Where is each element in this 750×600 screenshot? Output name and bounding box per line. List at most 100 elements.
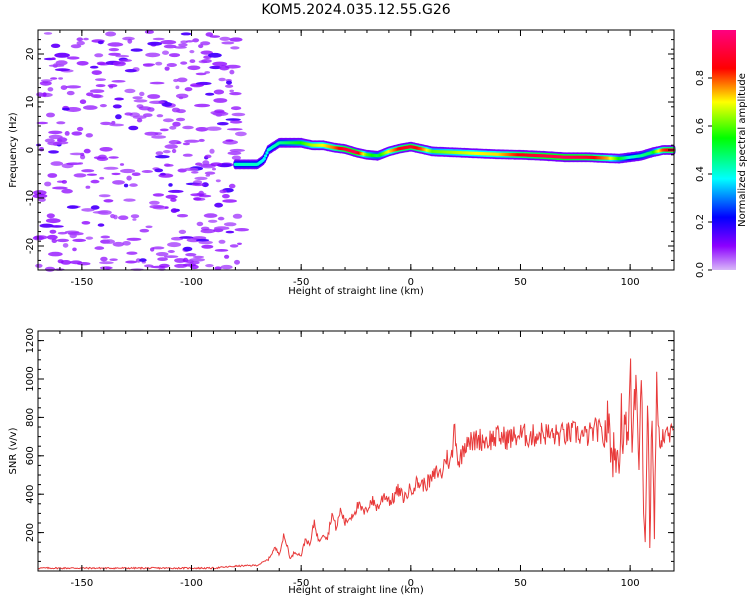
noise-blob [160,40,177,45]
noise-blob [159,263,170,268]
noise-blob [66,162,82,165]
noise-blob [230,106,242,111]
noise-blob [46,213,55,219]
noise-blob [225,230,235,234]
noise-blob [96,156,109,161]
noise-blob [144,131,159,136]
noise-blob [85,185,91,189]
noise-blob [184,87,193,92]
noise-blob [204,154,212,159]
noise-blob [205,126,222,131]
noise-blob [209,35,221,38]
snr-xlabel: Height of straight line (km) [288,585,424,596]
y-tick-label: 800 [25,408,36,427]
noise-blob [195,72,207,76]
noise-blob [95,84,106,88]
noise-blob [180,32,192,36]
noise-blob [163,255,179,258]
noise-blob [190,84,204,87]
noise-blob [107,42,124,47]
noise-blob [40,79,53,82]
noise-blob [48,130,63,135]
noise-blob [97,223,105,227]
x-tick-label: -50 [293,578,309,589]
noise-blob [218,239,226,244]
noise-blob [94,78,107,81]
noise-blob [213,89,225,95]
noise-blob [229,148,245,152]
noise-blob [36,92,44,97]
noise-blob [44,138,55,143]
noise-blob [51,57,56,60]
y-tick-label: 400 [25,485,36,504]
noise-blob [149,200,160,205]
noise-blob [227,151,242,156]
noise-blob [168,183,173,187]
noise-blob [58,77,63,80]
noise-blob [154,168,164,173]
noise-blob [205,92,215,96]
ridge-core [262,157,266,161]
noise-blob [49,229,57,234]
noise-blob [212,167,216,171]
noise-blob [179,236,194,239]
noise-blob [139,228,150,233]
noise-blob [214,266,222,271]
noise-blob [123,198,136,202]
noise-blob [198,164,214,167]
noise-blob [141,170,153,173]
noise-blob [150,247,155,252]
noise-blob [124,69,137,73]
noise-blob [112,241,125,247]
noise-blob [218,77,226,82]
noise-blob [192,38,200,43]
noise-blob [46,234,58,240]
noise-blob [164,164,174,167]
y-tick-label: 0 [25,147,36,153]
x-tick-label: -100 [180,578,203,589]
noise-blob [60,85,68,90]
noise-blob [201,59,212,63]
x-tick-label: -50 [293,277,309,288]
noise-blob [66,205,79,209]
noise-blob [55,60,68,66]
y-tick-label: 20 [25,48,36,61]
noise-blob [198,240,213,245]
noise-blob [65,107,82,112]
noise-blob [99,261,114,265]
noise-blob [94,53,104,58]
noise-blob [71,131,83,136]
noise-blob [186,238,202,243]
noise-blob [90,205,100,210]
noise-blob [118,215,129,220]
noise-blob [209,148,215,154]
noise-blob [149,81,165,85]
noise-blob [60,260,72,265]
noise-blob [155,252,169,257]
noise-blob [201,182,209,188]
spectrogram-cells [32,30,676,272]
noise-blob [212,61,228,67]
noise-blob [200,228,216,234]
noise-blob [76,61,89,66]
noise-blob [122,36,135,41]
noise-blob [39,147,44,152]
noise-blob [77,162,84,165]
noise-blob [94,246,105,250]
noise-blob [235,131,247,137]
noise-blob [47,87,54,92]
noise-blob [147,94,161,99]
noise-blob [108,48,120,52]
noise-blob [196,221,204,227]
x-tick-label: 0 [408,578,414,589]
noise-blob [200,50,213,55]
noise-blob [156,114,164,118]
noise-blob [191,171,199,174]
noise-blob [51,238,58,243]
noise-blob [131,172,141,176]
noise-blob [132,218,137,221]
noise-blob [185,40,194,43]
noise-blob [234,228,249,232]
